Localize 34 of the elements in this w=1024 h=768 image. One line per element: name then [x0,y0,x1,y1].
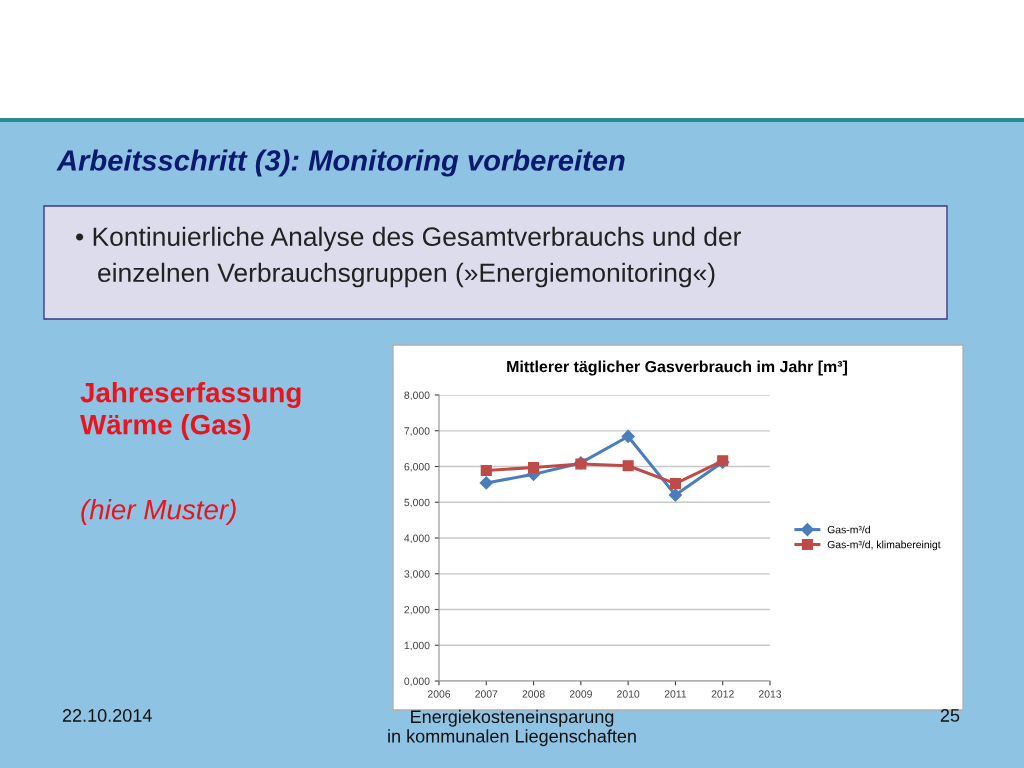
text: • Kontinuierliche Analyse des Gesamtverbrauchs und der einzelnen Verbrauchsgruppen (»Energiemonitoring«) [76,226,741,288]
text: Energiekosteneinsparung in kommunalen Liegenschaften [388,709,636,747]
y-tick-label: 1,000 [404,641,430,651]
point [479,476,493,490]
text: Jahreserfassung Wärme (Gas) [80,382,301,440]
x-tick-label: 2011 [664,690,687,698]
text: Arbeitsschritt (3): Monitoring vorbereiten [56,149,625,177]
y-tick-label: 5,000 [404,498,430,508]
x-tick-label: 2008 [522,690,545,698]
text: 25 [940,709,960,722]
y-tick-label: 3,000 [404,570,430,579]
text: 22.10.2014 [62,709,152,722]
text: (hier Muster) [81,499,236,525]
y-tick-label: 8,000 [404,391,430,401]
y-tick-label: 4,000 [404,534,430,544]
x-tick-label: 2007 [475,690,498,698]
legend-label: Gas-m³/d [827,525,870,534]
point [669,478,681,490]
legend-label: Gas-m³/d, klimabereinigt [827,540,941,551]
x-tick-label: 2012 [711,690,734,698]
x-tick-label: 2009 [569,690,592,698]
point [480,464,492,476]
chart-title: Mittlerer täglicher Gasverbrauch im Jahr [m³] [507,360,847,376]
x-tick-label: 2006 [427,690,451,698]
x-tick-label: 2013 [758,690,782,698]
y-tick-label: 6,000 [404,463,430,472]
y-tick-label: 2,000 [404,606,430,615]
point [622,460,634,472]
y-tick-label: 0,000 [404,677,430,687]
x-tick-label: 2010 [617,690,640,698]
point [621,429,635,444]
point [668,488,683,502]
point [528,462,540,474]
y-tick-label: 7,000 [404,427,430,436]
